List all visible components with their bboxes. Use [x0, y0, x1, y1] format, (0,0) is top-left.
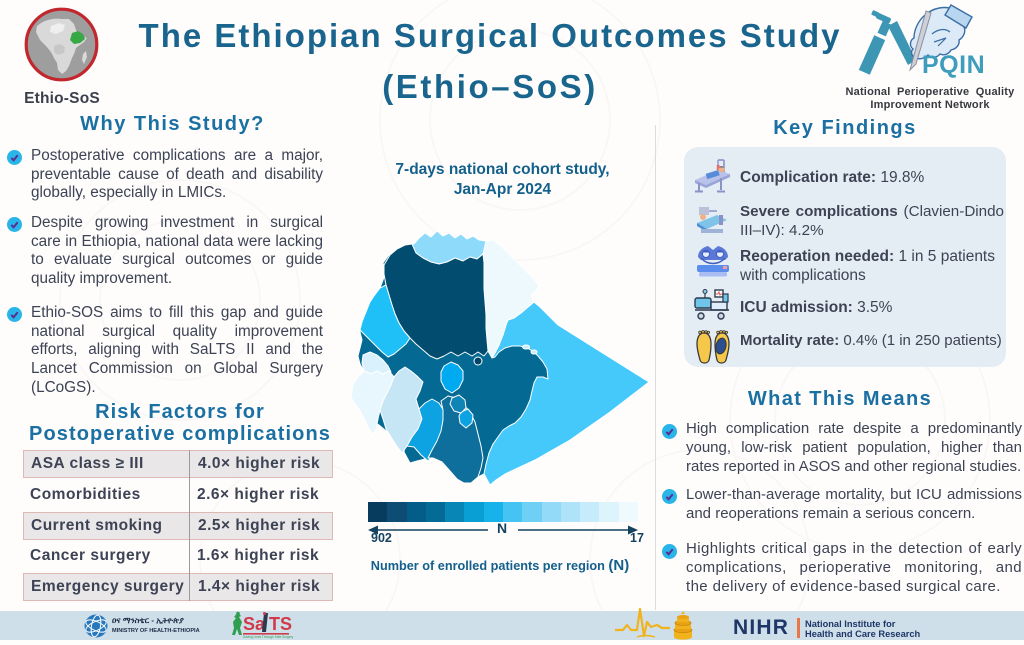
svg-text:Sa: Sa: [243, 614, 266, 634]
svg-text:TS: TS: [269, 614, 292, 634]
svg-text:PQIN: PQIN: [922, 51, 985, 78]
svg-text:Saving Lives Through Safe Surg: Saving Lives Through Safe Surgery: [243, 635, 294, 639]
